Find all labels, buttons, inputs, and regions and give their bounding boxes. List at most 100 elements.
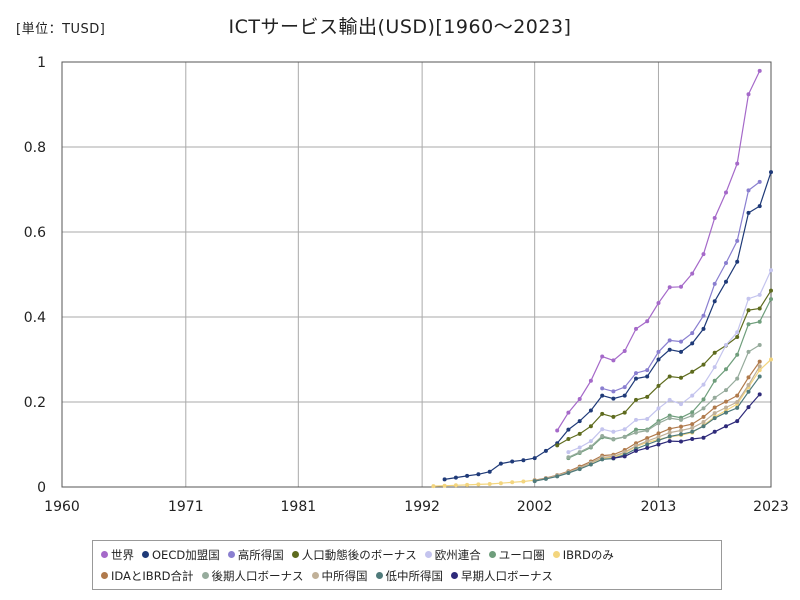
series-line [568, 270, 772, 453]
data-point [690, 422, 695, 427]
data-point [757, 292, 762, 297]
data-point [712, 365, 717, 370]
series-group [555, 68, 762, 433]
data-point [712, 395, 717, 400]
data-point [724, 410, 728, 415]
data-point [645, 436, 650, 441]
data-point [701, 406, 706, 411]
legend-marker [227, 551, 235, 558]
data-point [679, 432, 683, 437]
data-point [724, 399, 728, 404]
data-point [769, 268, 773, 273]
legend-item: IBRDのみ [552, 547, 614, 563]
data-point [724, 279, 728, 284]
data-point [645, 428, 650, 433]
data-point [543, 476, 548, 481]
legend-marker [311, 572, 319, 579]
data-point [690, 410, 695, 415]
data-point [600, 386, 605, 391]
data-point [577, 397, 582, 401]
data-point [690, 331, 695, 336]
data-point [656, 406, 661, 411]
data-point [735, 393, 740, 398]
plot-frame [61, 61, 772, 488]
unit-label: [単位：TUSD] [16, 22, 106, 37]
x-tick-label: 1981 [281, 499, 317, 515]
legend: 世界 OECD加盟国 高所得国 人口動態後のボーナス 欧州連合 ユーロ圏 IBRDのみ ID… [92, 540, 722, 590]
x-tick-label: 1960 [44, 499, 80, 515]
series-line [433, 359, 772, 487]
legend-row: 世界 OECD加盟国 高所得国 人口動態後のボーナス 欧州連合 ユーロ圏 IBRDのみ [101, 544, 713, 565]
data-point [724, 343, 728, 347]
data-point [757, 359, 762, 364]
data-point [690, 369, 695, 374]
x-tick-label: 2013 [641, 499, 677, 515]
data-point [757, 374, 762, 379]
data-point [746, 296, 751, 301]
data-point [634, 376, 638, 381]
data-point [690, 437, 695, 441]
legend-label: ユーロ圏 [498, 547, 545, 562]
data-point [656, 438, 661, 443]
legend-item: 人口動態後のボーナス [291, 547, 417, 563]
data-point [487, 469, 492, 474]
data-point [712, 416, 717, 421]
data-point [735, 400, 740, 404]
data-point [690, 393, 695, 398]
series-group [532, 364, 762, 483]
data-point [600, 393, 605, 398]
legend-marker [201, 572, 209, 579]
data-point [701, 326, 706, 331]
data-point [735, 330, 740, 335]
data-point [690, 271, 695, 276]
data-point [645, 442, 650, 447]
data-point [667, 285, 672, 290]
legend-marker [101, 572, 108, 579]
data-point [679, 375, 683, 380]
data-point [769, 288, 773, 293]
data-point [712, 411, 717, 416]
data-point [600, 434, 605, 438]
x-tick-label: 1992 [404, 499, 440, 515]
data-point [588, 439, 593, 444]
data-point [679, 439, 683, 444]
data-point [577, 431, 582, 436]
data-point [487, 482, 492, 486]
legend-item: 高所得国 [227, 547, 284, 563]
data-point [746, 383, 751, 387]
legend-label: 中所得国 [321, 568, 368, 583]
y-tick-label: 0.6 [24, 225, 46, 241]
data-point [476, 482, 481, 487]
data-point [588, 424, 593, 429]
data-point [746, 405, 751, 410]
data-point [724, 424, 728, 429]
data-point [735, 238, 740, 243]
data-point [622, 385, 627, 390]
data-point [735, 259, 740, 264]
y-tick-label: 0.8 [24, 140, 46, 156]
series-line [534, 365, 761, 482]
data-point [701, 313, 706, 318]
data-point [690, 425, 695, 430]
legend-item: OECD加盟国 [142, 547, 220, 563]
data-point [667, 347, 672, 352]
data-point [735, 405, 740, 410]
legend-row: IDAとIBRD合計 後期人口ボーナス 中所得国 低中所得国 早期人口ボーナス [101, 565, 713, 586]
data-point [521, 458, 526, 463]
data-point [588, 444, 593, 449]
data-point [712, 405, 717, 410]
data-point [735, 376, 740, 381]
series-line [444, 171, 772, 480]
data-point [453, 475, 458, 480]
y-tick-label: 0.4 [24, 310, 46, 326]
data-point [600, 411, 605, 416]
series-group [600, 179, 762, 394]
data-point [724, 388, 728, 393]
legend-marker [101, 551, 108, 558]
data-point [622, 454, 627, 459]
data-point [769, 357, 773, 362]
series-group [431, 357, 773, 489]
data-point [566, 437, 571, 441]
series-line [568, 344, 761, 458]
legend-marker [291, 551, 299, 558]
